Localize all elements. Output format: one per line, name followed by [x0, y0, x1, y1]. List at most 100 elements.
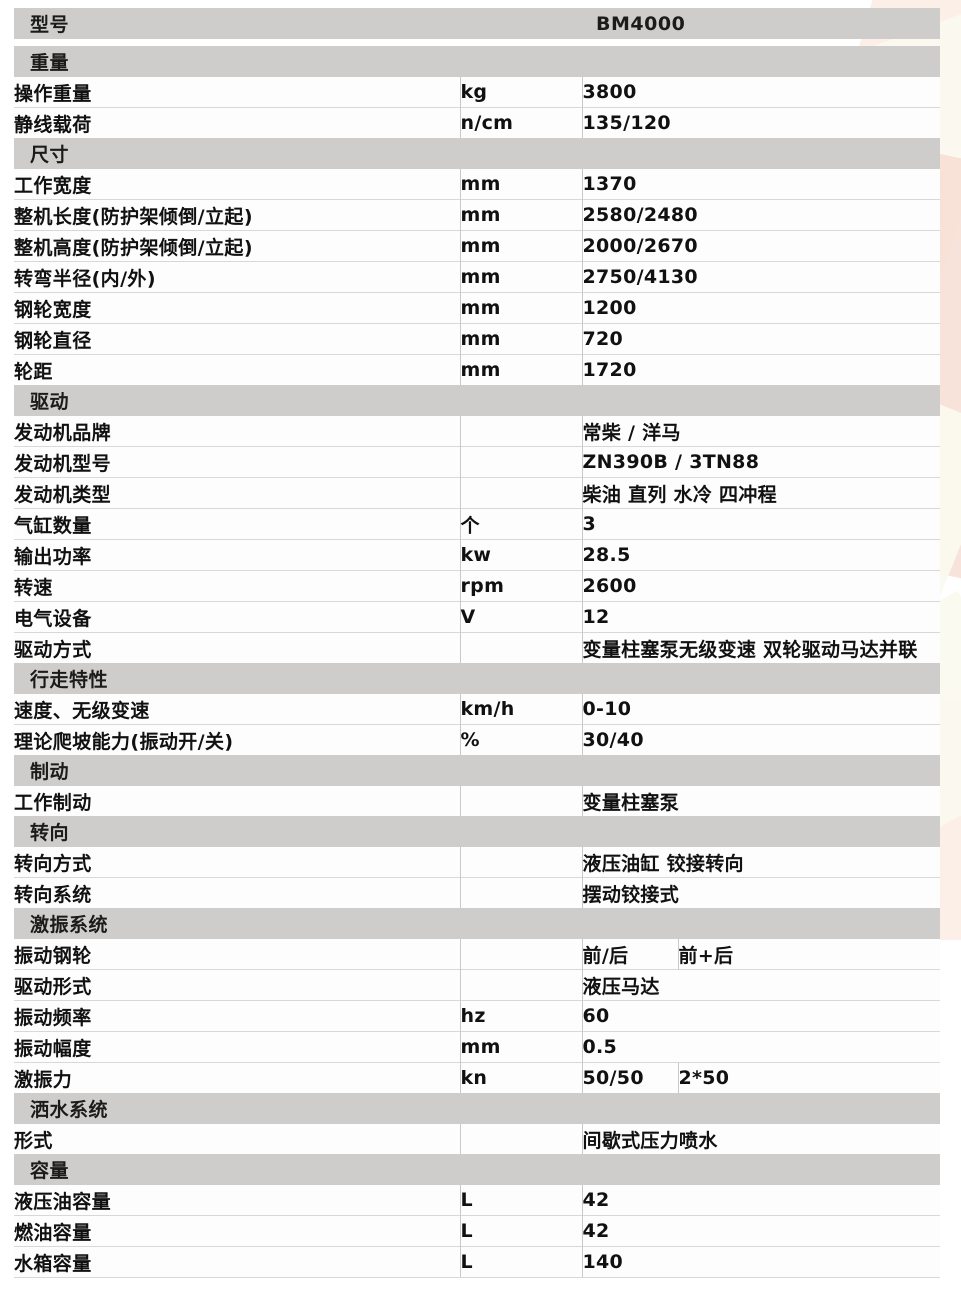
spec-label: 钢轮宽度	[14, 292, 460, 324]
spec-row: 速度、无级变速 km/h 0-10	[14, 694, 941, 725]
spec-unit: 个	[459, 508, 583, 540]
spec-unit: kg	[459, 77, 583, 108]
spec-row: 钢轮宽度 mm 1200	[14, 292, 941, 324]
spec-value: 30/40	[581, 724, 941, 755]
spec-unit: rpm	[459, 570, 583, 602]
spec-row: 钢轮直径 mm 720	[14, 323, 941, 355]
spec-unit	[459, 632, 583, 663]
section-header-5: 转向	[14, 816, 941, 847]
model-value: BM4000	[582, 8, 941, 39]
spec-label: 驱动方式	[14, 632, 460, 663]
section-header-3: 行走特性	[14, 663, 941, 694]
spec-label: 转向方式	[14, 847, 460, 878]
spec-unit: hz	[459, 1000, 583, 1032]
spec-unit: kn	[459, 1062, 583, 1093]
spec-row: 振动频率 hz 60	[14, 1000, 941, 1032]
spec-unit: kw	[459, 539, 583, 571]
spec-value: 柴油 直列 水冷 四冲程	[581, 477, 941, 509]
spec-label: 振动频率	[14, 1000, 460, 1032]
spec-value: 摆动铰接式	[581, 877, 941, 908]
section-header-row: 驱动	[14, 385, 941, 416]
spec-label: 形式	[14, 1124, 460, 1154]
spec-label: 激振力	[14, 1062, 460, 1093]
model-row: 型号 BM4000	[14, 8, 941, 39]
spec-value-secondary: 前+后	[677, 939, 941, 970]
spec-unit: mm	[459, 292, 583, 324]
spec-label: 轮距	[14, 354, 460, 385]
spec-label: 发动机型号	[14, 446, 460, 478]
spec-unit	[459, 939, 583, 970]
spec-value-secondary: 2*50	[677, 1062, 941, 1093]
spec-unit	[459, 416, 583, 447]
spec-unit	[459, 477, 583, 509]
spec-unit: km/h	[459, 694, 583, 725]
spec-row: 操作重量 kg 3800	[14, 77, 941, 108]
spec-row: 输出功率 kw 28.5	[14, 539, 941, 571]
spec-row: 振动幅度 mm 0.5	[14, 1031, 941, 1063]
spec-row: 形式 间歇式压力喷水	[14, 1124, 941, 1154]
spec-label: 整机长度(防护架倾倒/立起)	[14, 199, 460, 231]
section-header-row: 洒水系统	[14, 1093, 941, 1124]
spec-value: 140	[581, 1246, 941, 1278]
spec-row: 驱动形式 液压马达	[14, 969, 941, 1001]
spec-row: 理论爬坡能力(振动开/关)% 30/40	[14, 724, 941, 755]
section-header-row: 行走特性	[14, 663, 941, 694]
spec-label: 钢轮直径	[14, 323, 460, 355]
specification-sheet: 型号 BM4000 重量 操作重量 kg 3800 静线载荷 n/cm 135/120 尺寸 工作宽…	[14, 8, 941, 1278]
specification-table: 型号 BM4000 重量 操作重量 kg 3800 静线载荷 n/cm 135/120 尺寸 工作宽…	[14, 8, 941, 1278]
spec-value: 1370	[581, 169, 941, 200]
spec-row: 驱动方式 变量柱塞泵无级变速 双轮驱动马达并联	[14, 632, 941, 663]
spec-value: 变量柱塞泵	[581, 786, 941, 816]
spec-value: 2600	[581, 570, 941, 602]
spec-unit	[459, 847, 583, 878]
spec-label: 液压油容量	[14, 1185, 460, 1216]
spec-label: 理论爬坡能力(振动开/关)	[14, 724, 460, 755]
spec-value: 3800	[581, 77, 941, 108]
spec-label: 驱动形式	[14, 969, 460, 1001]
section-header-8: 容量	[14, 1154, 941, 1185]
spec-row: 激振力 kn 50/50 2*50	[14, 1062, 941, 1093]
spec-row: 液压油容量 L 42	[14, 1185, 941, 1216]
specification-table-body: 型号 BM4000 重量 操作重量 kg 3800 静线载荷 n/cm 135/120 尺寸 工作宽…	[14, 8, 941, 1278]
spec-value: 间歇式压力喷水	[581, 1124, 941, 1154]
spec-row: 电气设备 V 12	[14, 601, 941, 633]
section-header-row: 激振系统	[14, 908, 941, 939]
spec-label: 静线载荷	[14, 107, 460, 138]
spec-label: 转向系统	[14, 877, 460, 908]
spec-value: 2750/4130	[581, 261, 941, 293]
spec-label: 气缸数量	[14, 508, 460, 540]
spec-unit: mm	[459, 354, 583, 385]
spec-label: 电气设备	[14, 601, 460, 633]
spec-value: 2580/2480	[581, 199, 941, 231]
spec-unit: mm	[459, 199, 583, 231]
spec-value: 1200	[581, 292, 941, 324]
section-header-1: 尺寸	[14, 138, 941, 169]
table-spacer-cell	[14, 39, 940, 46]
spec-row: 工作制动 变量柱塞泵	[14, 786, 941, 816]
model-label: 型号	[14, 8, 583, 39]
spec-label: 发动机类型	[14, 477, 460, 509]
table-spacer-row	[14, 39, 940, 46]
spec-value: 2000/2670	[581, 230, 941, 262]
spec-label: 工作制动	[14, 786, 460, 816]
spec-value: 1720	[581, 354, 941, 385]
spec-value: 0.5	[581, 1031, 941, 1063]
section-header-7: 洒水系统	[14, 1093, 941, 1124]
spec-row: 工作宽度 mm 1370	[14, 169, 941, 200]
spec-row: 静线载荷 n/cm 135/120	[14, 107, 941, 138]
spec-label: 水箱容量	[14, 1246, 460, 1278]
spec-value: 28.5	[581, 539, 941, 571]
spec-unit: mm	[459, 323, 583, 355]
section-header-row: 转向	[14, 816, 941, 847]
spec-value: ZN390B / 3TN88	[581, 446, 941, 478]
spec-label: 转弯半径(内/外)	[14, 261, 460, 293]
spec-unit: %	[459, 724, 583, 755]
spec-row: 燃油容量 L 42	[14, 1215, 941, 1247]
spec-row: 发动机品牌 常柴 / 洋马	[14, 416, 941, 447]
spec-label: 发动机品牌	[14, 416, 460, 447]
spec-unit: mm	[459, 261, 583, 293]
spec-value-primary: 前/后	[581, 939, 679, 970]
spec-unit: L	[459, 1215, 583, 1247]
spec-unit	[459, 786, 583, 816]
spec-label: 振动钢轮	[14, 939, 460, 970]
